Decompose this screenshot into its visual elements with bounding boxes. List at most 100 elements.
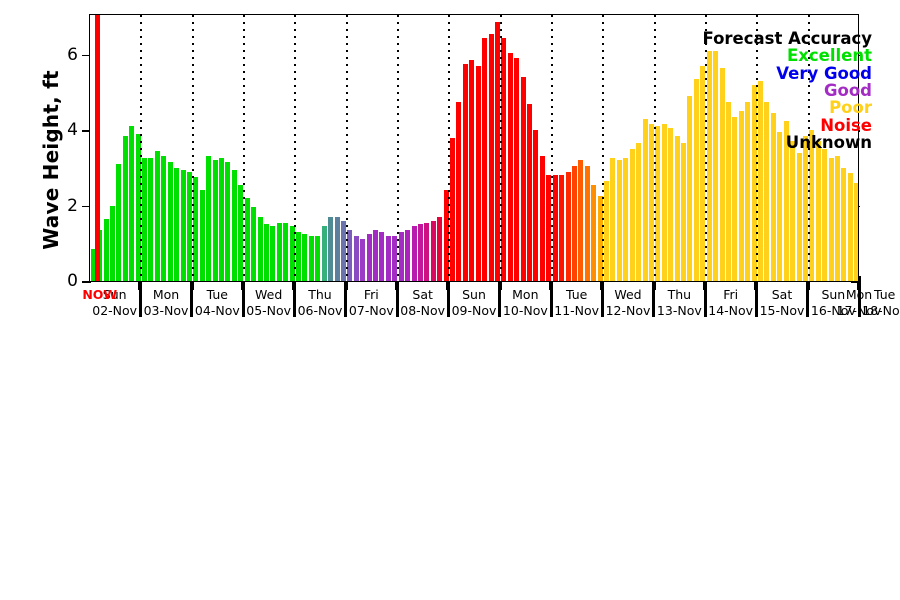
bar [802, 135, 808, 281]
bar [238, 184, 244, 281]
x-date-label: 13-Nov [656, 303, 702, 318]
bar [815, 141, 821, 281]
bar [263, 224, 269, 281]
bar [360, 239, 366, 281]
x-date-label: 18-Nov [862, 303, 900, 318]
x-tick-mark [600, 276, 605, 290]
bar [790, 141, 796, 281]
bar [706, 50, 712, 281]
bar [161, 156, 167, 281]
x-date-label: 09-Nov [451, 303, 497, 318]
day-separator [653, 15, 656, 281]
x-label-separator [549, 285, 553, 317]
bar [424, 222, 430, 281]
bar [116, 164, 122, 281]
bar [392, 235, 398, 281]
x-day-name: Tue [206, 287, 228, 302]
x-day-name: Fri [363, 287, 379, 302]
bar [571, 165, 577, 281]
bar [167, 162, 173, 281]
bar [315, 235, 321, 281]
x-date-label: 15-Nov [759, 303, 805, 318]
x-label-separator [190, 285, 194, 317]
bar [122, 135, 128, 281]
bar [289, 226, 295, 281]
bar [578, 160, 584, 281]
x-day-name: Sat [771, 287, 793, 302]
bar [270, 226, 276, 281]
x-day-name: Tue [873, 287, 896, 302]
bar [373, 230, 379, 281]
day-separator [602, 15, 605, 281]
bar [193, 177, 199, 281]
bar [584, 165, 590, 281]
bar [450, 137, 456, 281]
bar [302, 233, 308, 281]
x-label-separator [857, 285, 861, 317]
x-day-name: Tue [565, 287, 588, 302]
bar [777, 131, 783, 281]
bar [648, 124, 654, 281]
x-label-separator [600, 285, 604, 317]
x-date-label: 06-Nov [297, 303, 343, 318]
y-tick-label: 4 [67, 120, 78, 140]
bar [142, 158, 148, 281]
x-day-name: Sun [462, 287, 486, 302]
bar [597, 196, 603, 281]
bar [398, 231, 404, 281]
x-label-separator [241, 285, 245, 317]
bar [507, 52, 513, 281]
legend-item-very-good: Very Good [776, 63, 872, 83]
bar [745, 101, 751, 281]
day-separator [140, 15, 143, 281]
x-label-separator [652, 285, 656, 317]
bar [103, 218, 109, 281]
bar [681, 143, 687, 281]
bar [655, 126, 661, 281]
bar [494, 22, 500, 281]
day-separator [807, 15, 810, 281]
bar [591, 184, 597, 281]
bar [199, 190, 205, 281]
x-tick-mark [754, 276, 759, 290]
bar [713, 50, 719, 281]
bar [417, 224, 423, 281]
now-marker-label: NOW [82, 287, 118, 302]
bar [796, 152, 802, 281]
bar [758, 80, 764, 281]
bar [347, 230, 353, 281]
bar [514, 58, 520, 281]
bar [456, 101, 462, 281]
bar [405, 230, 411, 281]
x-day-name: Sun [821, 287, 846, 302]
day-separator [705, 15, 707, 281]
bar [437, 216, 443, 281]
legend-item-good: Good [823, 80, 872, 100]
bar [809, 130, 815, 281]
bar [482, 37, 488, 281]
x-date-label: 08-Nov [400, 303, 446, 318]
x-date-label: 07-Nov [348, 303, 394, 318]
bar [212, 160, 218, 281]
x-tick-mark [857, 276, 861, 290]
bar [501, 37, 507, 281]
bar [321, 226, 327, 281]
day-separator [345, 15, 348, 281]
x-date-label: 16-Nov [810, 303, 856, 318]
bar [552, 175, 558, 281]
bar [546, 175, 552, 281]
day-separator [448, 15, 451, 281]
legend-item-unknown: Unknown [785, 132, 872, 152]
legend-item-poor: Poor [829, 98, 872, 118]
day-separator [191, 15, 194, 281]
x-tick-mark [549, 276, 553, 290]
bar [751, 84, 757, 281]
legend-item-noise: Noise [820, 115, 872, 135]
bar [186, 171, 192, 281]
y-tick-label: 2 [67, 195, 78, 216]
bar [231, 169, 237, 281]
y-tick-mark [82, 130, 91, 132]
bar [719, 67, 725, 281]
x-tick-mark [497, 276, 502, 290]
bar [828, 158, 834, 281]
